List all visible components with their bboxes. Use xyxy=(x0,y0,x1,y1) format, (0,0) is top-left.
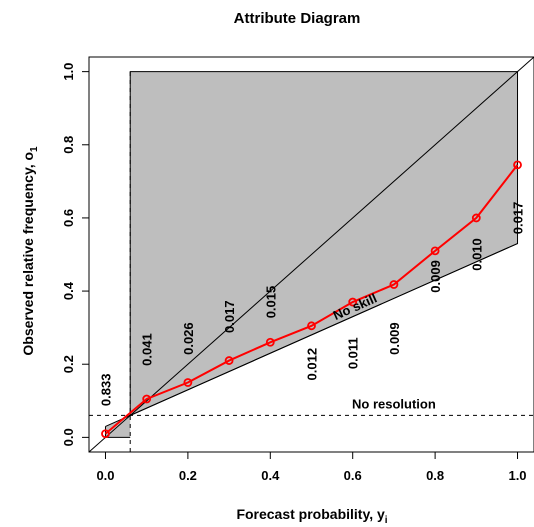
sample-frequency-label: 0.833 xyxy=(98,374,113,407)
y-axis: 0.0 0.2 0.4 0.6 0.8 1.0 xyxy=(61,63,89,446)
series-point xyxy=(142,394,152,404)
plot-box xyxy=(88,56,534,453)
x-tick-label: 0.0 xyxy=(96,468,114,483)
sample-frequency-label: 0.009 xyxy=(387,322,402,355)
reliability-series xyxy=(101,160,522,439)
sample-frequency-label: 0.041 xyxy=(140,333,155,366)
sample-frequency-labels: 0.833 0.041 0.026 0.017 0.015 0.012 0.011 0.009… xyxy=(98,202,525,406)
series-point xyxy=(513,160,522,170)
x-axis-label-subscript: i xyxy=(385,515,388,526)
series-point xyxy=(430,246,440,256)
y-tick-label: 0.8 xyxy=(61,136,76,154)
perfect-reliability-line xyxy=(88,56,534,453)
x-axis: 0.0 0.2 0.4 0.6 0.8 1.0 xyxy=(96,452,527,483)
y-tick-label: 1.0 xyxy=(61,63,76,81)
sample-frequency-label: 0.009 xyxy=(428,260,443,293)
y-tick-label: 0.4 xyxy=(61,281,76,300)
x-tick-label: 0.8 xyxy=(426,468,444,483)
y-tick-label: 0.0 xyxy=(61,428,76,446)
y-tick-label: 0.6 xyxy=(61,209,76,227)
series-point xyxy=(224,356,234,365)
x-tick-label: 0.4 xyxy=(261,468,280,483)
sample-frequency-label: 0.010 xyxy=(469,238,484,271)
no-skill-line xyxy=(105,243,518,427)
sample-frequency-label: 0.026 xyxy=(181,322,196,355)
sample-frequency-label: 0.017 xyxy=(511,202,526,235)
y-axis-label-subscript: 1 xyxy=(29,146,40,152)
series-point xyxy=(389,280,399,289)
x-tick-label: 0.6 xyxy=(344,468,362,483)
reference-lines xyxy=(88,56,534,453)
y-tick-label: 0.2 xyxy=(61,355,76,373)
sample-frequency-label: 0.017 xyxy=(222,300,237,333)
no-resolution-label: No resolution xyxy=(352,396,436,411)
x-axis-label: Forecast probability, yi xyxy=(236,506,387,526)
series-point xyxy=(471,213,481,223)
x-tick-label: 0.2 xyxy=(179,468,197,483)
series-point xyxy=(265,337,275,347)
sample-frequency-label: 0.012 xyxy=(305,348,320,381)
sample-frequency-label: 0.011 xyxy=(346,337,361,369)
series-point xyxy=(307,321,316,331)
x-tick-label: 1.0 xyxy=(508,468,526,483)
chart-title: Attribute Diagram xyxy=(234,10,361,27)
series-point xyxy=(348,297,358,307)
series-point xyxy=(101,429,110,439)
series-line xyxy=(104,164,519,435)
series-point xyxy=(183,378,193,387)
sample-frequency-label: 0.015 xyxy=(263,286,278,319)
y-axis-label: Observed relative frequency, o1 xyxy=(20,146,40,356)
